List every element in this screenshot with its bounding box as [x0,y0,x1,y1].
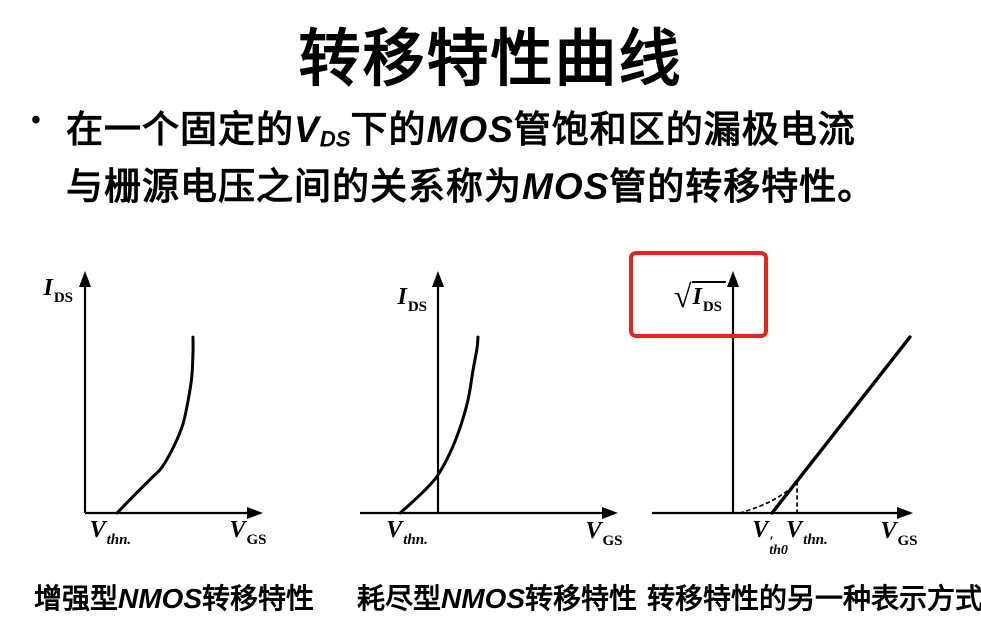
label-part: I [397,284,407,310]
label-part: 转移特性的另一种表示方式 [646,584,981,615]
label-part: MOS [426,109,514,150]
label-part: V [89,517,106,543]
x-tick-label: Vthn. [786,518,828,548]
y-axis-arrow [727,271,739,287]
x-axis-arrow [897,507,913,519]
caption-enhancement-nmos: 增强型NMOS转移特性 [34,577,314,617]
x-axis-arrow [247,507,263,519]
y-axis-label: √ IDS [673,278,726,315]
caption-depletion-nmos: 耗尽型NMOS转移特性 [357,577,637,617]
label-part: GS [602,533,623,549]
label-part: thn. [106,532,132,548]
label-part: V [752,517,769,543]
label-part: MOS [522,166,610,207]
label-part: V [294,109,320,150]
label-part: NMOS [118,583,202,614]
label-part: GS [246,532,267,548]
label-part: V [229,517,246,543]
radical-sign: √ [673,278,692,314]
body-text-line-2: 与栅源电压之间的关系称为MOS管的转移特性。 [66,156,875,210]
body-text-line-1: 在一个固定的VDS下的MOS管饱和区的漏极电流 [66,99,856,153]
label-part: V [786,517,803,543]
y-axis-arrow [79,271,91,287]
x-tick-label: Vthn. [90,518,132,548]
highlight-box [629,251,768,338]
label-part: NMOS [441,583,525,614]
bullet-marker: • [31,105,41,136]
label-part: 转移特性 [202,584,315,615]
label-part: I [692,284,702,310]
label-part: DS [319,126,351,152]
curve-solid [398,335,480,515]
y-axis-label: IDS [397,285,427,315]
x-axis-label: VGS [229,518,266,548]
label-part: V [585,518,602,544]
label-part: DS [53,290,73,306]
label-part: 在一个固定的 [66,110,294,151]
label-part: 与栅源电压之间的关系称为 [66,167,522,208]
sqrt-radical: √ IDS [673,278,726,315]
label-part: I [43,275,53,301]
caption-sqrt-representation: 转移特性的另一种表示方式 [647,577,981,617]
y-axis-label: IDS [43,276,73,306]
label-part: 增强型 [33,584,118,615]
x-axis-label: VGS [880,519,917,549]
label-part: 下的 [350,110,427,151]
slide-title: 转移特性曲线 [298,26,683,94]
label-part: GS [897,533,918,549]
x-axis-label: VGS [585,519,622,549]
x-tick-label: V ′ th0 [752,517,788,559]
label-part: V [386,517,403,543]
label-part: 管的转移特性。 [609,167,876,208]
x-axis-arrow [602,507,618,519]
label-part: thn. [403,532,428,548]
label-part: ′ th0 [769,534,788,559]
label-part: thn. [803,532,828,548]
label-part: DS [702,299,722,315]
y-axis-arrow [432,271,444,287]
label-part: DS [407,299,427,315]
curve-dotted [739,480,798,514]
label-part: 管饱和区的漏极电流 [513,110,856,151]
label-part: 耗尽型 [356,584,441,615]
curve-solid [115,335,195,515]
x-tick-label: Vthn. [386,518,428,548]
radicand: IDS [691,281,726,315]
label-part: V [880,518,897,544]
label-part: 转移特性 [525,584,638,615]
